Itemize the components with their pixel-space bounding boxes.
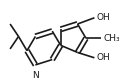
Text: OH: OH [97,13,111,22]
Text: OH: OH [97,53,111,62]
Text: N: N [32,71,39,80]
Text: CH₃: CH₃ [104,34,120,43]
